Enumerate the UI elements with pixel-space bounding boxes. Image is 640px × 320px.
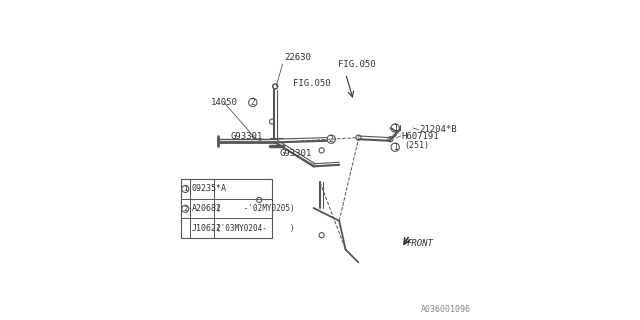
Text: FIG.050: FIG.050 — [292, 79, 330, 88]
Text: A036001096: A036001096 — [420, 305, 470, 314]
Text: 2: 2 — [250, 98, 255, 107]
Text: (     -'02MY0205): ( -'02MY0205) — [216, 204, 294, 213]
Text: (251): (251) — [404, 141, 429, 150]
Text: H607191: H607191 — [402, 132, 439, 140]
FancyBboxPatch shape — [181, 179, 272, 238]
Text: 2: 2 — [329, 135, 333, 144]
Text: J10622: J10622 — [191, 224, 221, 233]
Text: 21204*B: 21204*B — [419, 125, 457, 134]
Text: G93301: G93301 — [280, 149, 312, 158]
Text: 22630: 22630 — [284, 53, 311, 62]
Text: 2: 2 — [183, 206, 188, 212]
Text: 1: 1 — [393, 143, 397, 152]
Text: G93301: G93301 — [230, 132, 262, 140]
Text: 09235*A: 09235*A — [191, 184, 227, 194]
Text: FIG.050: FIG.050 — [338, 60, 375, 68]
Text: FRONT: FRONT — [406, 239, 433, 248]
Text: 1: 1 — [183, 186, 188, 192]
Text: 14050: 14050 — [211, 98, 238, 107]
Text: ('03MY0204-     ): ('03MY0204- ) — [216, 224, 294, 233]
Text: 1: 1 — [393, 124, 397, 132]
Text: A20682: A20682 — [191, 204, 221, 213]
